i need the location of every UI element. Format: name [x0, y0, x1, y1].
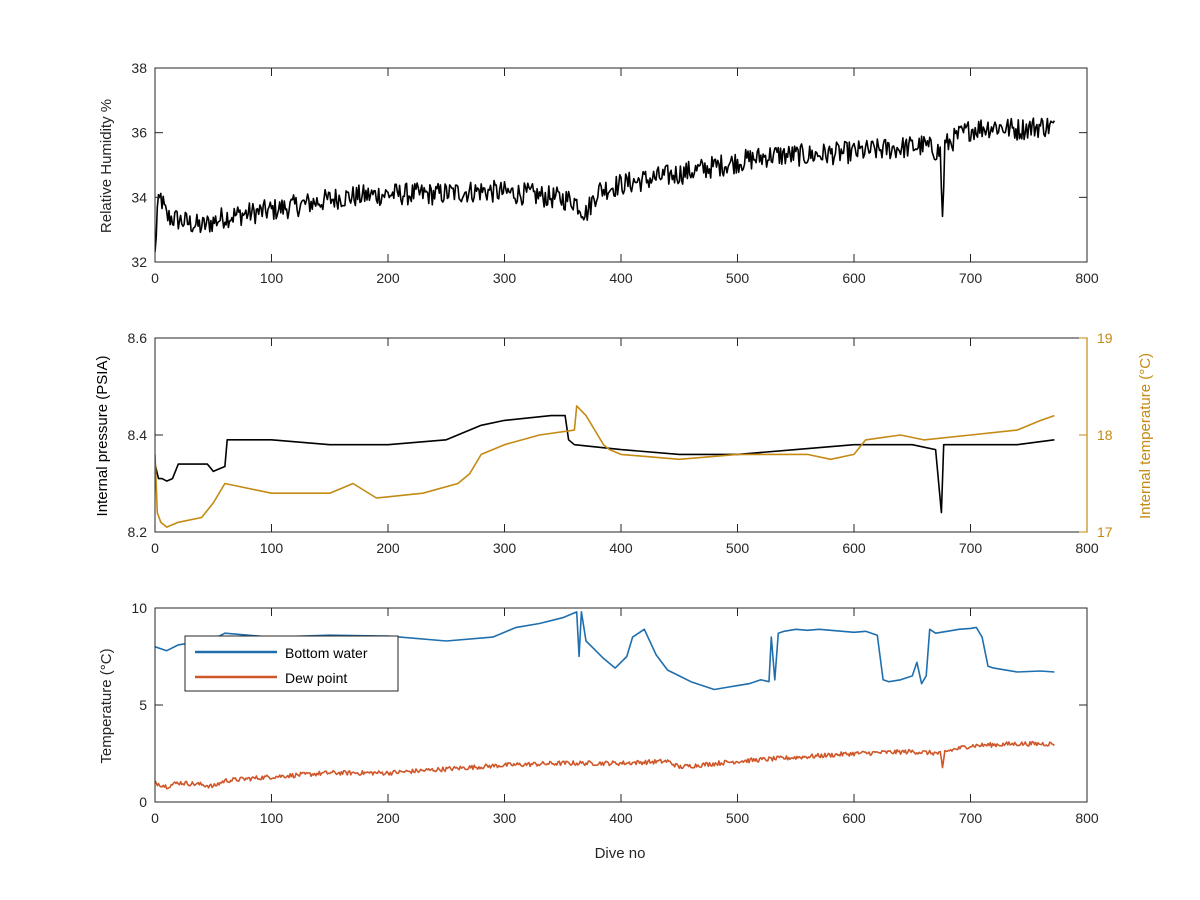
humidity-xtick-label: 500 [726, 270, 750, 286]
humidity-ytick-label: 36 [131, 125, 147, 141]
humidity-panel: Relative Humidity % 0 100 200 300 400 500 600 7… [98, 60, 1099, 286]
humidity-plot-area: 0 100 200 300 400 500 600 700 800 32 34 36 38 [131, 60, 1098, 286]
pressure-xtick-label: 0 [151, 540, 159, 556]
temperature-ytick-label: 10 [131, 600, 147, 616]
humidity-ytick-label: 32 [131, 254, 147, 270]
temperature-ytick-label: 5 [139, 697, 147, 713]
temperature-xtick-label: 800 [1075, 810, 1099, 826]
pressure-y2tick-label: 19 [1097, 330, 1113, 346]
humidity-xtick-label: 300 [493, 270, 517, 286]
humidity-ytick-label: 34 [131, 189, 147, 205]
temperature-xtick-label: 400 [609, 810, 633, 826]
humidity-xtick-label: 200 [376, 270, 400, 286]
humidity-xtick-label: 400 [609, 270, 633, 286]
pressure-ylabel: Internal pressure (PSIA) [94, 356, 111, 517]
legend: Bottom water Dew point [184, 635, 399, 692]
pressure-axes-frame [154, 337, 1088, 533]
pressure-y2tick-label: 17 [1097, 524, 1113, 540]
temperature-y2label: Internal temperature (°C) [1137, 353, 1154, 519]
temperature-panel: Temperature (°C) Dive no 0 100 200 300 400 50… [98, 600, 1099, 862]
pressure-series-1-line [155, 405, 1055, 528]
pressure-y2tick-label: 18 [1097, 427, 1113, 443]
pressure-xtick-label: 400 [609, 540, 633, 556]
humidity-series-0-line [155, 117, 1056, 253]
humidity-xtick-label: 700 [959, 270, 983, 286]
pressure-ytick-label: 8.4 [128, 427, 148, 443]
temperature-plot-area: 0 100 200 300 400 500 600 700 800 0 5 10 [131, 600, 1098, 826]
humidity-ylabel: Relative Humidity % [98, 99, 115, 233]
pressure-xtick-label: 300 [493, 540, 517, 556]
temperature-xtick-label: 200 [376, 810, 400, 826]
humidity-axes-frame [154, 67, 1088, 263]
pressure-xtick-label: 800 [1075, 540, 1099, 556]
temperature-series-bottom-water-line [155, 611, 1055, 691]
humidity-xtick-label: 800 [1075, 270, 1099, 286]
temperature-xtick-label: 0 [151, 810, 159, 826]
pressure-xtick-label: 500 [726, 540, 750, 556]
temperature-ytick-label: 0 [139, 794, 147, 810]
temperature-ylabel: Temperature (°C) [98, 648, 115, 763]
temperature-xtick-label: 100 [260, 810, 284, 826]
pressure-xtick-label: 100 [260, 540, 284, 556]
pressure-xtick-label: 700 [959, 540, 983, 556]
pressure-plot-area: 0 100 200 300 400 500 600 700 800 8.2 8.4 8.6 17 18 19 [128, 330, 1113, 556]
pressure-series-0-line [155, 414, 1055, 514]
pressure-panel: Internal pressure (PSIA) Internal temper… [94, 330, 1154, 556]
legend-label-dew-point: Dew point [285, 670, 347, 686]
temperature-xtick-label: 600 [842, 810, 866, 826]
temperature-xtick-label: 300 [493, 810, 517, 826]
legend-box [184, 635, 399, 692]
pressure-xtick-label: 600 [842, 540, 866, 556]
pressure-xtick-label: 200 [376, 540, 400, 556]
pressure-ytick-label: 8.2 [128, 524, 148, 540]
temperature-series-dew-point-line [155, 740, 1055, 790]
pressure-ytick-label: 8.6 [128, 330, 148, 346]
temperature-xlabel: Dive no [595, 845, 646, 862]
humidity-xtick-label: 100 [260, 270, 284, 286]
legend-label-bottom-water: Bottom water [285, 645, 368, 661]
temperature-xtick-label: 500 [726, 810, 750, 826]
humidity-ytick-label: 38 [131, 60, 147, 76]
temperature-xtick-label: 700 [959, 810, 983, 826]
humidity-xtick-label: 600 [842, 270, 866, 286]
humidity-xtick-label: 0 [151, 270, 159, 286]
